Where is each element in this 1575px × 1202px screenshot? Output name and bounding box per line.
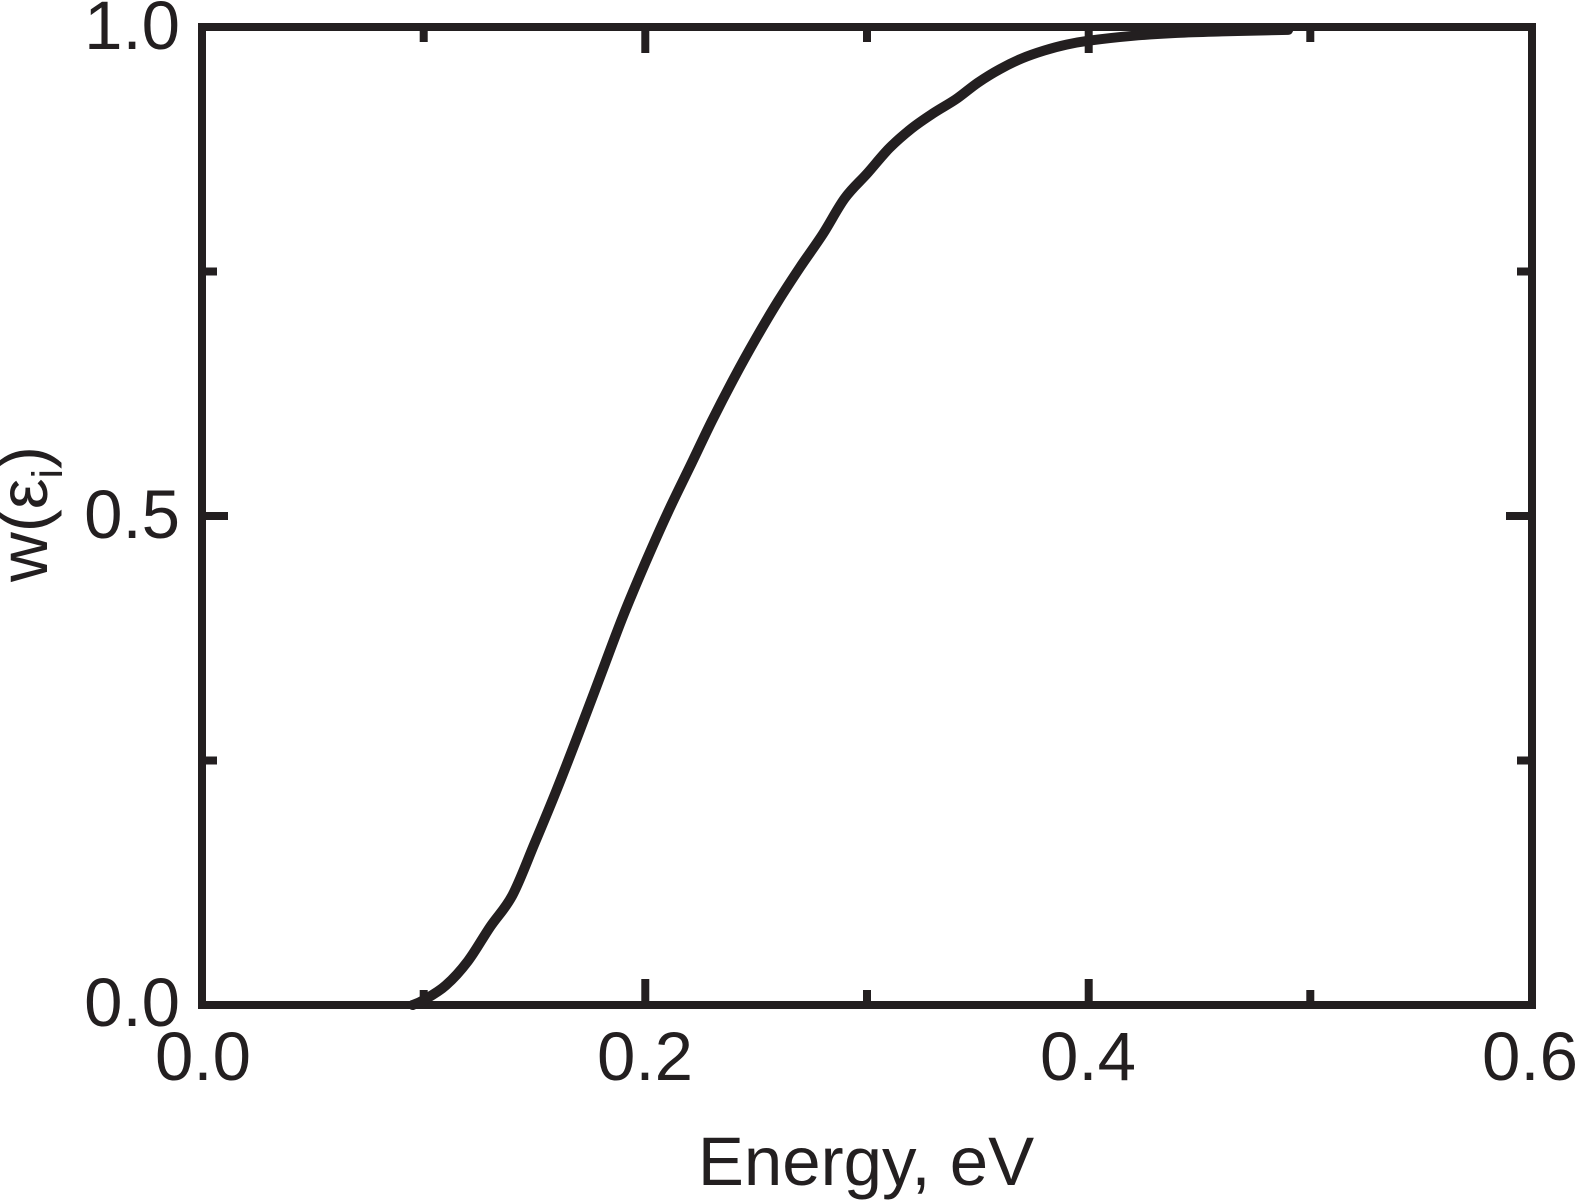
y-tick-label-0.0: 0.0 xyxy=(84,964,180,1041)
data-curve xyxy=(407,24,1294,1010)
x-tick-label-0.0: 0.0 xyxy=(155,1018,251,1095)
y-axis-label-pre: w(ε xyxy=(0,478,63,583)
x-tick-label-0.2: 0.2 xyxy=(597,1018,693,1095)
axis-ticks xyxy=(198,23,1536,1009)
y-axis-label-subscript: i xyxy=(23,468,72,479)
x-tick-label-0.4: 0.4 xyxy=(1040,1018,1136,1095)
y-tick-label-0.5: 0.5 xyxy=(84,476,180,553)
series-curve xyxy=(407,24,1294,1010)
y-axis-label-post: ) xyxy=(0,446,62,469)
x-axis-label: Energy, eV xyxy=(697,1123,1035,1200)
y-axis-label: w(εi) xyxy=(0,446,82,582)
y-tick-label-1.0: 1.0 xyxy=(84,0,180,64)
x-tick-label-0.6: 0.6 xyxy=(1482,1018,1575,1095)
